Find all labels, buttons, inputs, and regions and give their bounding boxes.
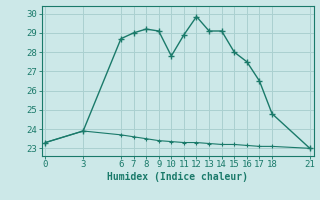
X-axis label: Humidex (Indice chaleur): Humidex (Indice chaleur)	[107, 172, 248, 182]
